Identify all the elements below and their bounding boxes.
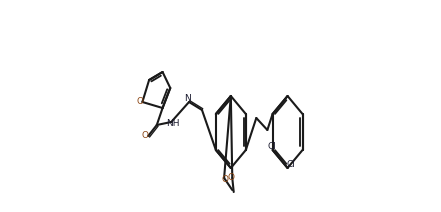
Text: NH: NH	[167, 119, 180, 128]
Text: O: O	[228, 173, 235, 183]
Text: O: O	[141, 131, 148, 141]
Text: O: O	[221, 174, 228, 184]
Text: O: O	[136, 98, 143, 106]
Text: Cl: Cl	[267, 142, 276, 151]
Text: Cl: Cl	[287, 160, 296, 169]
Text: N: N	[185, 94, 191, 103]
